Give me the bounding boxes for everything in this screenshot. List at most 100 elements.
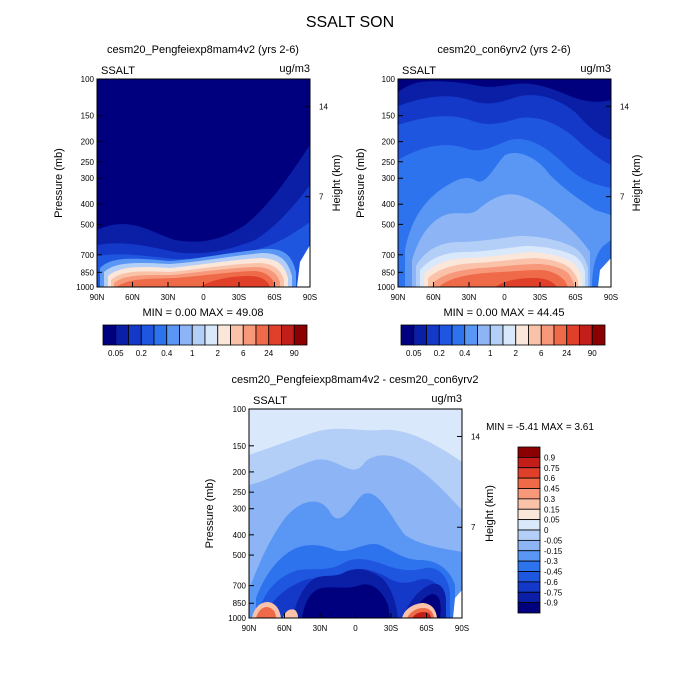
colorbar-swatch — [438, 324, 453, 346]
colorbar-swatch — [591, 324, 606, 346]
y-axis-label: Pressure (mb) — [204, 479, 216, 549]
colorbar-label: 0.05 — [544, 516, 560, 525]
colorbar-swatch — [140, 324, 155, 346]
y-tick-label: 100 — [233, 405, 247, 414]
x-tick-label: 60N — [277, 624, 292, 633]
x-tick-label: 0 — [201, 293, 206, 302]
colorbar-swatch — [477, 324, 491, 346]
panel-a-title: cesm20_Pengfeiexp8mam4v2 (yrs 2-6) — [107, 44, 299, 56]
colorbar-swatch — [502, 324, 517, 346]
y-tick-label: 500 — [233, 551, 247, 560]
colorbar-swatch — [517, 571, 541, 583]
colorbar-swatch — [191, 324, 206, 346]
y-tick-label: 250 — [233, 488, 247, 497]
colorbar-swatch — [517, 591, 541, 604]
y2-tick-label: 7 — [471, 523, 476, 532]
panel-c-units: ug/m3 — [431, 393, 462, 405]
colorbar-label: 0.3 — [544, 495, 556, 504]
colorbar-swatch — [517, 498, 541, 510]
y-tick-label: 500 — [382, 220, 396, 229]
colorbar-label: 90 — [588, 349, 597, 358]
colorbar-swatch — [517, 467, 541, 479]
panel-c-colorbar: 0.9 0.750.6 0.450.30.15 0.050-0.05 -0.15-0.3… — [517, 446, 563, 614]
x-tick-label: 30N — [161, 293, 176, 302]
panel-c-contours — [249, 409, 462, 618]
y-tick-label: 150 — [233, 442, 247, 451]
colorbar-swatch — [179, 324, 193, 346]
y2-axis-label: Height (km) — [484, 485, 496, 542]
colorbar-swatch — [515, 324, 529, 346]
colorbar-swatch — [128, 324, 142, 346]
y-tick-label: 700 — [382, 251, 396, 260]
panel-a-contour-level — [200, 276, 270, 287]
y2-axis-label: Height (km) — [331, 155, 343, 212]
panel-c-min-max: MIN = -5.41 MAX = 3.61 — [486, 422, 594, 433]
panel-b-min-max: MIN = 0.00 MAX = 44.45 — [443, 307, 564, 319]
y-tick-label: 150 — [81, 112, 95, 121]
y-tick-label: 1000 — [228, 614, 246, 623]
x-tick-label: 90N — [242, 624, 257, 633]
colorbar-swatch — [517, 529, 541, 541]
colorbar-label: 1 — [488, 349, 493, 358]
colorbar-label: 1 — [190, 349, 195, 358]
y2-tick-label: 14 — [620, 102, 629, 111]
colorbar-label: 0.4 — [161, 349, 173, 358]
panel-b-contours — [398, 79, 611, 287]
y2-tick-label: 14 — [319, 102, 328, 111]
colorbar-label: -0.75 — [544, 588, 563, 597]
panel-c: cesm20_Pengfeiexp8mam4v2 - cesm20_con6yr… — [204, 374, 594, 633]
y-tick-label: 200 — [382, 138, 396, 147]
colorbar-label: 90 — [290, 349, 299, 358]
colorbar-label: 2 — [514, 349, 519, 358]
y-tick-label: 300 — [382, 174, 396, 183]
colorbar-swatch — [517, 508, 541, 521]
x-tick-label: 60S — [419, 624, 433, 633]
colorbar-swatch — [115, 324, 129, 346]
x-tick-label: 90S — [455, 624, 469, 633]
panel-b: cesm20_con6yrv2 (yrs 2-6) SSALT ug/m3 90… — [355, 44, 643, 358]
x-tick-label: 0 — [353, 624, 358, 633]
panel-a-axes: 90N 60N 30N 0 30S 60S 90S 100 150 200 250 300 400 500… — [53, 75, 343, 302]
y-tick-label: 300 — [233, 505, 247, 514]
y-tick-label: 700 — [233, 582, 247, 591]
colorbar-swatch — [451, 324, 466, 346]
colorbar-swatch — [102, 324, 117, 346]
colorbar-swatch — [517, 581, 541, 593]
colorbar-label: 0.6 — [544, 474, 556, 483]
y2-axis-label: Height (km) — [631, 155, 643, 212]
colorbar-swatch — [517, 456, 541, 469]
colorbar-label: 0.4 — [459, 349, 471, 358]
colorbar-swatch — [204, 324, 219, 346]
y-tick-label: 100 — [382, 75, 396, 84]
colorbar-label: 0.05 — [406, 349, 422, 358]
colorbar-swatch — [268, 324, 282, 346]
x-tick-label: 30N — [313, 624, 328, 633]
colorbar-swatch — [579, 324, 593, 346]
panel-c-title: cesm20_Pengfeiexp8mam4v2 - cesm20_con6yr… — [231, 374, 478, 386]
colorbar-swatch — [517, 539, 541, 552]
colorbar-label: -0.45 — [544, 568, 563, 577]
y-tick-label: 850 — [233, 599, 247, 608]
panel-c-contour-level — [283, 609, 298, 618]
colorbar-label: -0.9 — [544, 599, 558, 608]
x-tick-label: 90S — [604, 293, 618, 302]
y-tick-label: 850 — [382, 268, 396, 277]
panel-c-contour-level — [302, 584, 390, 618]
y-tick-label: 250 — [81, 158, 95, 167]
colorbar-swatch — [540, 324, 555, 346]
colorbar-label: -0.05 — [544, 536, 563, 545]
x-tick-label: 90N — [90, 293, 105, 302]
colorbar-label: -0.6 — [544, 578, 558, 587]
colorbar-swatch — [217, 324, 231, 346]
y-tick-label: 500 — [81, 220, 95, 229]
colorbar-label: 0.15 — [544, 505, 560, 514]
panel-b-title: cesm20_con6yrv2 (yrs 2-6) — [437, 44, 570, 56]
colorbar-label: 0.75 — [544, 464, 560, 473]
colorbar-swatch — [553, 324, 568, 346]
colorbar-label: 0.45 — [544, 485, 560, 494]
y-axis-label: Pressure (mb) — [53, 148, 65, 218]
colorbar-swatch — [489, 324, 504, 346]
x-tick-label: 90S — [303, 293, 317, 302]
colorbar-swatch — [464, 324, 478, 346]
